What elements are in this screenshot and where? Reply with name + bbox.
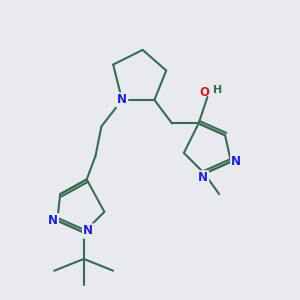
Text: N: N (48, 214, 58, 227)
Text: H: H (213, 85, 222, 94)
Text: N: N (117, 93, 127, 106)
Text: N: N (198, 172, 208, 184)
Text: N: N (231, 155, 241, 168)
Text: O: O (200, 86, 209, 99)
Text: N: N (83, 224, 93, 238)
